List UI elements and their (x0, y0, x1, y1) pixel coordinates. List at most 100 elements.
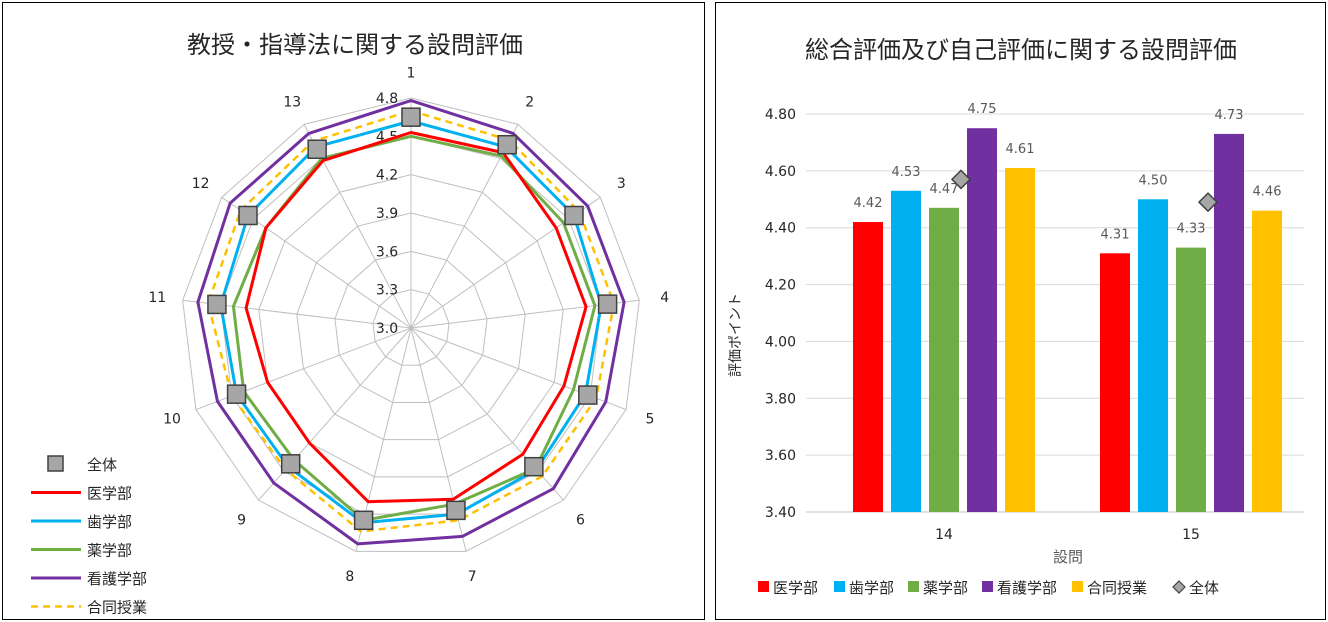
legend-label: 薬学部 (87, 542, 132, 560)
bar-data-label: 4.31 (1101, 227, 1130, 242)
radar-spoke-label: 10 (163, 412, 181, 428)
bar-data-label: 4.53 (892, 165, 921, 180)
bar-data-label: 4.42 (854, 196, 883, 211)
radar-spoke-label: 5 (645, 412, 654, 428)
y-tick-label: 3.80 (765, 391, 796, 407)
bar-合同授業-15 (1252, 210, 1282, 512)
radar-marker-全体 (597, 294, 618, 314)
radar-marker-全体 (564, 205, 584, 226)
radar-marker-全体 (524, 456, 544, 477)
legend-swatch-医学部 (758, 581, 769, 592)
radar-ring-label: 3.6 (376, 244, 398, 260)
radar-spoke-label: 2 (525, 95, 534, 111)
y-tick-label: 4.80 (765, 107, 796, 123)
radar-ring (372, 289, 450, 366)
bar-title: 総合評価及び自己評価に関する設問評価 (805, 36, 1237, 64)
bar-医学部-15 (1100, 253, 1130, 513)
radar-spoke-label: 1 (407, 65, 416, 81)
bar-data-label: 4.73 (1215, 108, 1244, 123)
radar-ring (296, 212, 526, 441)
bar-看護学部-15 (1214, 133, 1244, 512)
legend-label: 合同授業 (87, 599, 147, 617)
legend-label: 薬学部 (923, 579, 968, 597)
radar-ring-label: 4.2 (376, 168, 398, 184)
legend-label: 全体 (1189, 579, 1219, 597)
legend-label: 合同授業 (1087, 579, 1147, 597)
radar-spoke (258, 327, 412, 501)
radar-title: 教授・指導法に関する設問評価 (187, 31, 523, 59)
radar-ring-label: 3.3 (376, 283, 398, 299)
radar-series-薬学部 (231, 134, 597, 522)
radar-marker-全体 (353, 510, 374, 531)
bar-data-label: 4.50 (1139, 173, 1168, 188)
radar-marker-全体 (226, 384, 247, 404)
radar-spoke-label: 7 (468, 569, 477, 585)
legend-label: 全体 (87, 456, 117, 474)
y-tick-label: 4.60 (765, 164, 796, 180)
radar-ring-label: 4.8 (376, 91, 398, 107)
radar-marker-全体 (401, 107, 421, 127)
radar-spoke-label: 9 (237, 512, 246, 528)
x-tick-label: 14 (935, 527, 953, 543)
radar-ring-label: 3.9 (376, 206, 398, 222)
radar-spoke-label: 3 (617, 176, 626, 192)
bar-marks: 4.42 4.53 4.47 4.75 4.61 14 4.31 4.50 4.33 4.73 4.… (853, 102, 1282, 543)
radar-marker-全体 (578, 385, 598, 405)
bar-data-label: 4.75 (968, 102, 997, 117)
radar-ring (220, 135, 602, 515)
legend-swatch-全体 (47, 455, 64, 472)
x-tick-label: 15 (1182, 527, 1200, 543)
y-tick-label: 3.60 (765, 448, 796, 464)
legend-label: 歯学部 (849, 579, 894, 597)
y-tick-label: 3.40 (765, 505, 796, 521)
bar-薬学部-14 (929, 207, 959, 513)
radar-spoke-label: 13 (283, 95, 301, 111)
legend-swatch-全体 (1172, 580, 1186, 594)
radar-series-看護学部 (196, 99, 626, 546)
legend-label: 歯学部 (87, 513, 132, 531)
marker-全体-14 (950, 169, 972, 190)
radar-chart: 教授・指導法に関する設問評価 3.03.33.63.94.24.54.8 123… (31, 31, 669, 617)
y-tick-label: 4.40 (765, 221, 796, 237)
radar-marker-全体 (280, 454, 301, 474)
radar-spoke-label: 11 (148, 290, 166, 306)
bar-歯学部-15 (1138, 199, 1168, 513)
radar-spoke (410, 124, 519, 329)
bar-歯学部-14 (891, 190, 921, 512)
legend-label: 医学部 (87, 485, 132, 503)
radar-series-合同授業 (206, 109, 616, 533)
radar-marker-全体 (238, 205, 258, 226)
legend-label: 医学部 (773, 579, 818, 597)
marker-全体-15 (1197, 192, 1219, 213)
bar-data-label: 4.46 (1253, 185, 1282, 200)
radar-ring (334, 250, 488, 403)
bar-chart-panel: 総合評価及び自己評価に関する設問評価 3.40 3.60 3.80 4.00 4.20 4… (715, 2, 1326, 620)
legend-swatch-薬学部 (908, 581, 919, 592)
radar-marker-全体 (497, 134, 517, 155)
legend-label: 看護学部 (997, 579, 1057, 597)
y-axis-title: 評価ポイント (728, 293, 744, 377)
legend-swatch-歯学部 (834, 581, 845, 592)
radar-spoke-label: 4 (660, 290, 669, 306)
bar-薬学部-15 (1176, 247, 1206, 512)
radar-ring (182, 97, 640, 552)
radar-spoke-label: 8 (345, 569, 354, 585)
y-tick-label: 4.00 (765, 334, 796, 350)
radar-ring (258, 174, 564, 478)
radar-marker-全体 (207, 294, 227, 315)
bar-legend: 医学部 歯学部 薬学部 看護学部 合同授業 全体 (758, 579, 1219, 597)
legend-swatch-看護学部 (982, 581, 993, 592)
radar-series-医学部 (244, 131, 588, 504)
radar-marker-全体 (307, 139, 327, 159)
x-axis-title: 設問 (1053, 548, 1083, 566)
radar-series-歯学部 (219, 119, 603, 525)
radar-marker-全体 (446, 500, 466, 521)
bar-看護学部-14 (967, 128, 997, 512)
radar-spoke-label: 12 (192, 176, 210, 192)
bar-chart: 総合評価及び自己評価に関する設問評価 3.40 3.60 3.80 4.00 4.20 4… (728, 36, 1304, 597)
radar-ring-label: 3.0 (376, 321, 398, 337)
legend-swatch-合同授業 (1072, 581, 1083, 592)
